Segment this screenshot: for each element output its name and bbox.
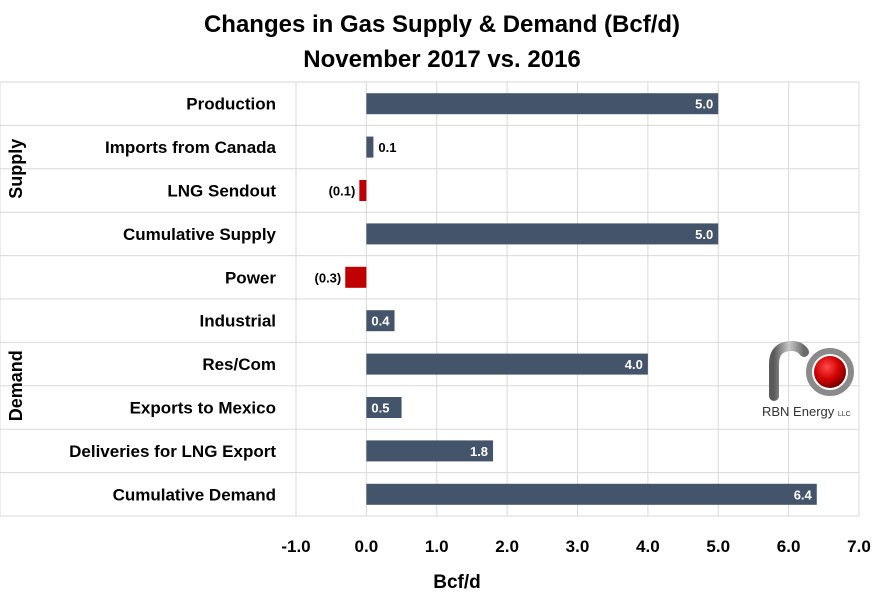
category-label: Cumulative Supply [123, 225, 277, 244]
data-label: (0.1) [329, 184, 356, 199]
group-label-supply: Supply [6, 139, 26, 199]
data-label: 0.4 [371, 314, 390, 329]
category-label: Exports to Mexico [130, 399, 276, 418]
x-tick-label: 7.0 [847, 537, 871, 556]
category-label: Deliveries for LNG Export [69, 442, 276, 461]
x-tick-label: 6.0 [777, 537, 801, 556]
data-label: 0.5 [371, 401, 389, 416]
bar [345, 266, 367, 288]
x-tick-label: 1.0 [425, 537, 449, 556]
bar [366, 397, 402, 418]
data-label: 0.1 [378, 140, 396, 155]
data-label: 1.8 [470, 444, 488, 459]
data-label: 6.4 [794, 487, 813, 502]
x-tick-label: 0.0 [355, 537, 379, 556]
group-label-demand: Demand [6, 350, 26, 421]
category-label: Res/Com [202, 355, 276, 374]
bar [366, 440, 494, 462]
bar [366, 223, 719, 245]
category-label: Power [225, 268, 276, 287]
category-label: Industrial [199, 312, 276, 331]
bar [366, 353, 648, 375]
x-axis-title: Bcf/d [433, 572, 481, 593]
bar [359, 180, 367, 201]
data-label: 4.0 [625, 357, 643, 372]
x-tick-label: 4.0 [636, 537, 660, 556]
data-label: 5.0 [695, 97, 713, 112]
x-tick-label: 5.0 [706, 537, 730, 556]
category-label: LNG Sendout [167, 182, 276, 201]
x-tick-label: 2.0 [495, 537, 519, 556]
data-label: (0.3) [315, 270, 342, 285]
chart-subtitle: November 2017 vs. 2016 [303, 46, 581, 73]
bar [366, 310, 395, 332]
x-tick-label: 3.0 [566, 537, 590, 556]
category-label: Imports from Canada [105, 138, 277, 157]
chart-title: Changes in Gas Supply & Demand (Bcf/d) [203, 11, 681, 38]
bar [366, 93, 719, 115]
rbn-energy-logo [752, 316, 862, 421]
x-tick-label: -1.0 [281, 537, 310, 556]
logo-text: RBN Energy LLC [762, 404, 851, 419]
data-label: 5.0 [695, 227, 713, 242]
bar [366, 483, 817, 505]
bar [366, 136, 374, 158]
category-label: Cumulative Demand [113, 485, 276, 504]
category-label: Production [186, 95, 276, 114]
